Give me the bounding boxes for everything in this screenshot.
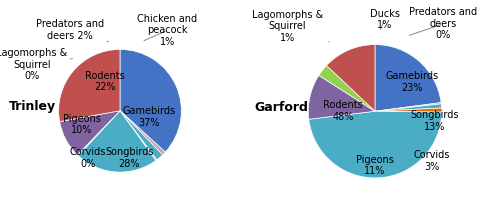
Text: Gamebirds
23%: Gamebirds 23% [386, 71, 439, 93]
Wedge shape [120, 111, 166, 155]
Wedge shape [375, 108, 442, 112]
Wedge shape [309, 111, 442, 178]
Text: Songbirds
28%: Songbirds 28% [105, 147, 154, 169]
Text: Corvids
0%: Corvids 0% [70, 147, 106, 169]
Wedge shape [326, 45, 375, 111]
Text: Rodents
22%: Rodents 22% [85, 71, 124, 92]
Wedge shape [58, 49, 120, 122]
Text: Lagomorphs &
Squirrel
0%: Lagomorphs & Squirrel 0% [0, 48, 72, 81]
Wedge shape [375, 45, 441, 111]
Text: Rodents
48%: Rodents 48% [324, 100, 363, 122]
Text: Gamebirds
37%: Gamebirds 37% [122, 106, 176, 128]
Wedge shape [78, 111, 156, 172]
Wedge shape [375, 104, 442, 111]
Text: Chicken and
peacock
1%: Chicken and peacock 1% [138, 14, 198, 47]
Text: Predators and
deers 2%: Predators and deers 2% [36, 20, 109, 42]
Wedge shape [120, 111, 157, 160]
Text: Ducks
1%: Ducks 1% [370, 9, 400, 30]
Text: Pigeons
11%: Pigeons 11% [356, 155, 394, 176]
Text: Predators and
deers
0%: Predators and deers 0% [410, 7, 478, 40]
Text: Songbirds
13%: Songbirds 13% [411, 110, 459, 132]
Wedge shape [375, 103, 442, 111]
Wedge shape [60, 111, 120, 155]
Wedge shape [319, 66, 375, 111]
Text: Pigeons
10%: Pigeons 10% [62, 114, 100, 135]
Text: Garford: Garford [254, 101, 308, 114]
Text: Corvids
3%: Corvids 3% [414, 150, 450, 172]
Wedge shape [308, 75, 375, 119]
Wedge shape [120, 49, 182, 152]
Text: Lagomorphs &
Squirrel
1%: Lagomorphs & Squirrel 1% [252, 10, 329, 43]
Text: Trinley: Trinley [9, 100, 56, 113]
Wedge shape [78, 111, 120, 156]
Wedge shape [120, 111, 162, 160]
